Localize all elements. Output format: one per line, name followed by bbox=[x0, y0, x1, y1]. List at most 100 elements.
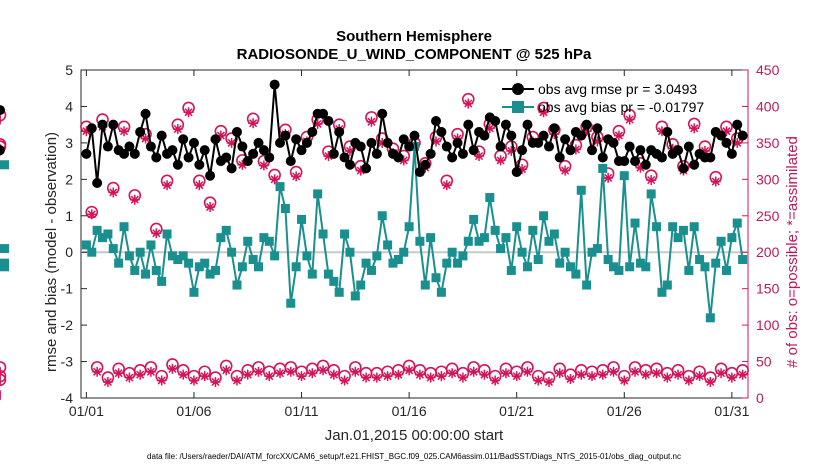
x-tick-label: 01/06 bbox=[176, 403, 211, 419]
bias-point bbox=[297, 214, 307, 224]
rmse-point bbox=[678, 163, 689, 174]
bias-point bbox=[652, 222, 662, 232]
rmse-point bbox=[167, 145, 178, 156]
obs-assimilated-point bbox=[560, 165, 571, 176]
obs-assimilated-point bbox=[172, 124, 183, 135]
asterisk-stroke bbox=[313, 119, 322, 129]
bias-point bbox=[0, 244, 9, 254]
obs-assimilated-point bbox=[393, 369, 404, 380]
chart-subtitle: RADIOSONDE_U_WIND_COMPONENT @ 525 hPa bbox=[237, 46, 592, 63]
rmse-point bbox=[242, 156, 253, 167]
rmse-point bbox=[538, 130, 549, 141]
rmse-point bbox=[420, 159, 431, 170]
asterisk-stroke bbox=[367, 117, 376, 126]
bias-point bbox=[135, 247, 145, 257]
obs-assimilated-point bbox=[199, 371, 210, 382]
obs-assimilated-point bbox=[404, 365, 415, 376]
bias-point bbox=[512, 222, 522, 232]
y-tick-label-right: 50 bbox=[756, 354, 772, 370]
obs-assimilated-point bbox=[603, 172, 614, 183]
rmse-point bbox=[490, 116, 501, 127]
asterisk-stroke bbox=[491, 376, 500, 385]
obs-assimilated-point bbox=[694, 371, 705, 382]
obs-assimilated-point bbox=[119, 126, 130, 137]
y-tick-label-right: 300 bbox=[756, 171, 780, 187]
asterisk-stroke bbox=[501, 369, 511, 378]
asterisk-stroke bbox=[534, 376, 543, 385]
bias-point bbox=[345, 247, 355, 257]
bias-point bbox=[727, 233, 737, 243]
obs-assimilated-point bbox=[361, 372, 372, 383]
asterisk-stroke bbox=[249, 119, 258, 128]
asterisk-stroke bbox=[345, 146, 355, 155]
x-axis-label: Jan.01,2015 00:00:00 start bbox=[325, 427, 504, 444]
rmse-point bbox=[328, 148, 339, 159]
rmse-point bbox=[517, 145, 528, 156]
obs-assimilated-point bbox=[543, 376, 554, 387]
asterisk-stroke bbox=[727, 373, 736, 382]
bias-point bbox=[700, 262, 710, 272]
rmse-point bbox=[581, 119, 592, 130]
obs-assimilated-point bbox=[651, 368, 662, 379]
bias-point bbox=[501, 233, 511, 243]
asterisk-stroke bbox=[485, 124, 494, 133]
bias-point bbox=[453, 258, 463, 268]
bias-point bbox=[377, 211, 387, 221]
rmse-point bbox=[705, 152, 716, 163]
asterisk-stroke bbox=[168, 364, 177, 373]
bias-point bbox=[383, 240, 393, 250]
rmse-point bbox=[172, 159, 183, 170]
bias-point bbox=[291, 262, 301, 272]
obs-assimilated-point bbox=[366, 116, 377, 127]
bias-point bbox=[420, 280, 430, 290]
bias-point bbox=[458, 251, 468, 261]
obs-assimilated-point bbox=[113, 368, 124, 379]
bias-point bbox=[221, 225, 231, 235]
bias-point bbox=[533, 255, 543, 265]
bias-point bbox=[732, 218, 742, 228]
obs-assimilated-point bbox=[565, 374, 576, 385]
asterisk-stroke bbox=[152, 229, 161, 238]
rmse-point bbox=[248, 148, 259, 159]
rmse-point bbox=[382, 137, 393, 148]
bias-point bbox=[210, 265, 220, 275]
obs-assimilated-point bbox=[538, 107, 549, 118]
rmse-point bbox=[560, 134, 571, 145]
obs-assimilated-point bbox=[178, 369, 189, 380]
asterisk-stroke bbox=[222, 366, 231, 375]
bias-point bbox=[506, 265, 516, 275]
asterisk-stroke bbox=[340, 376, 349, 385]
rmse-point bbox=[732, 119, 743, 130]
asterisk-stroke bbox=[114, 369, 123, 378]
y-tick-label: 3 bbox=[65, 135, 73, 151]
bias-point bbox=[173, 255, 183, 265]
rmse-point bbox=[409, 130, 420, 141]
bias-point bbox=[415, 236, 425, 246]
rmse-point bbox=[307, 126, 318, 137]
rmse-point bbox=[0, 105, 5, 116]
bias-point bbox=[609, 262, 619, 272]
obs-possible-point bbox=[0, 108, 7, 122]
asterisk-stroke bbox=[448, 369, 457, 378]
y-tick-label-right: 0 bbox=[756, 390, 764, 406]
bias-point bbox=[603, 255, 613, 265]
bias-point bbox=[485, 193, 495, 203]
bias-point bbox=[711, 258, 721, 268]
obs-assimilated-point bbox=[662, 372, 673, 383]
bias-point bbox=[474, 236, 484, 246]
obs-assimilated-point bbox=[447, 368, 458, 379]
asterisk-stroke bbox=[103, 377, 112, 387]
bias-point bbox=[259, 233, 269, 243]
bias-point bbox=[157, 276, 167, 286]
bias-point bbox=[92, 225, 102, 235]
asterisk-stroke bbox=[87, 210, 96, 219]
rmse-point bbox=[522, 119, 533, 130]
obs-assimilated-point bbox=[382, 371, 393, 382]
rmse-point bbox=[135, 126, 146, 137]
obs-assimilated-point bbox=[258, 160, 269, 171]
asterisk-stroke bbox=[275, 369, 285, 378]
rmse-point bbox=[258, 145, 269, 156]
y-tick-label: -2 bbox=[61, 317, 74, 333]
bias-point bbox=[232, 280, 242, 290]
asterisk-stroke bbox=[630, 367, 640, 376]
